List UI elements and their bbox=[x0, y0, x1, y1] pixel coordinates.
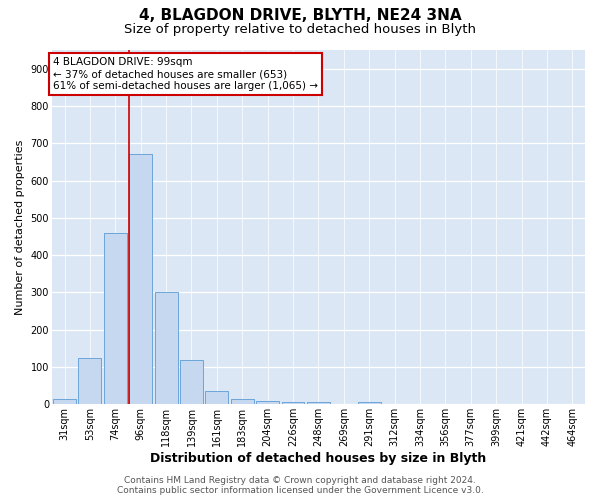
Bar bbox=[79, 358, 101, 405]
Bar bbox=[307, 402, 330, 404]
X-axis label: Distribution of detached houses by size in Blyth: Distribution of detached houses by size … bbox=[150, 452, 487, 465]
Text: 4 BLAGDON DRIVE: 99sqm
← 37% of detached houses are smaller (653)
61% of semi-de: 4 BLAGDON DRIVE: 99sqm ← 37% of detached… bbox=[53, 58, 318, 90]
Bar bbox=[104, 232, 127, 404]
Bar bbox=[129, 154, 152, 404]
Text: Size of property relative to detached houses in Blyth: Size of property relative to detached ho… bbox=[124, 22, 476, 36]
Bar bbox=[231, 398, 254, 404]
Bar bbox=[281, 402, 304, 404]
Bar bbox=[256, 400, 279, 404]
Bar bbox=[155, 292, 178, 405]
Text: 4, BLAGDON DRIVE, BLYTH, NE24 3NA: 4, BLAGDON DRIVE, BLYTH, NE24 3NA bbox=[139, 8, 461, 22]
Bar bbox=[180, 360, 203, 405]
Y-axis label: Number of detached properties: Number of detached properties bbox=[15, 140, 25, 315]
Bar bbox=[205, 391, 228, 404]
Text: Contains HM Land Registry data © Crown copyright and database right 2024.
Contai: Contains HM Land Registry data © Crown c… bbox=[116, 476, 484, 495]
Bar bbox=[53, 398, 76, 404]
Bar bbox=[358, 402, 380, 404]
